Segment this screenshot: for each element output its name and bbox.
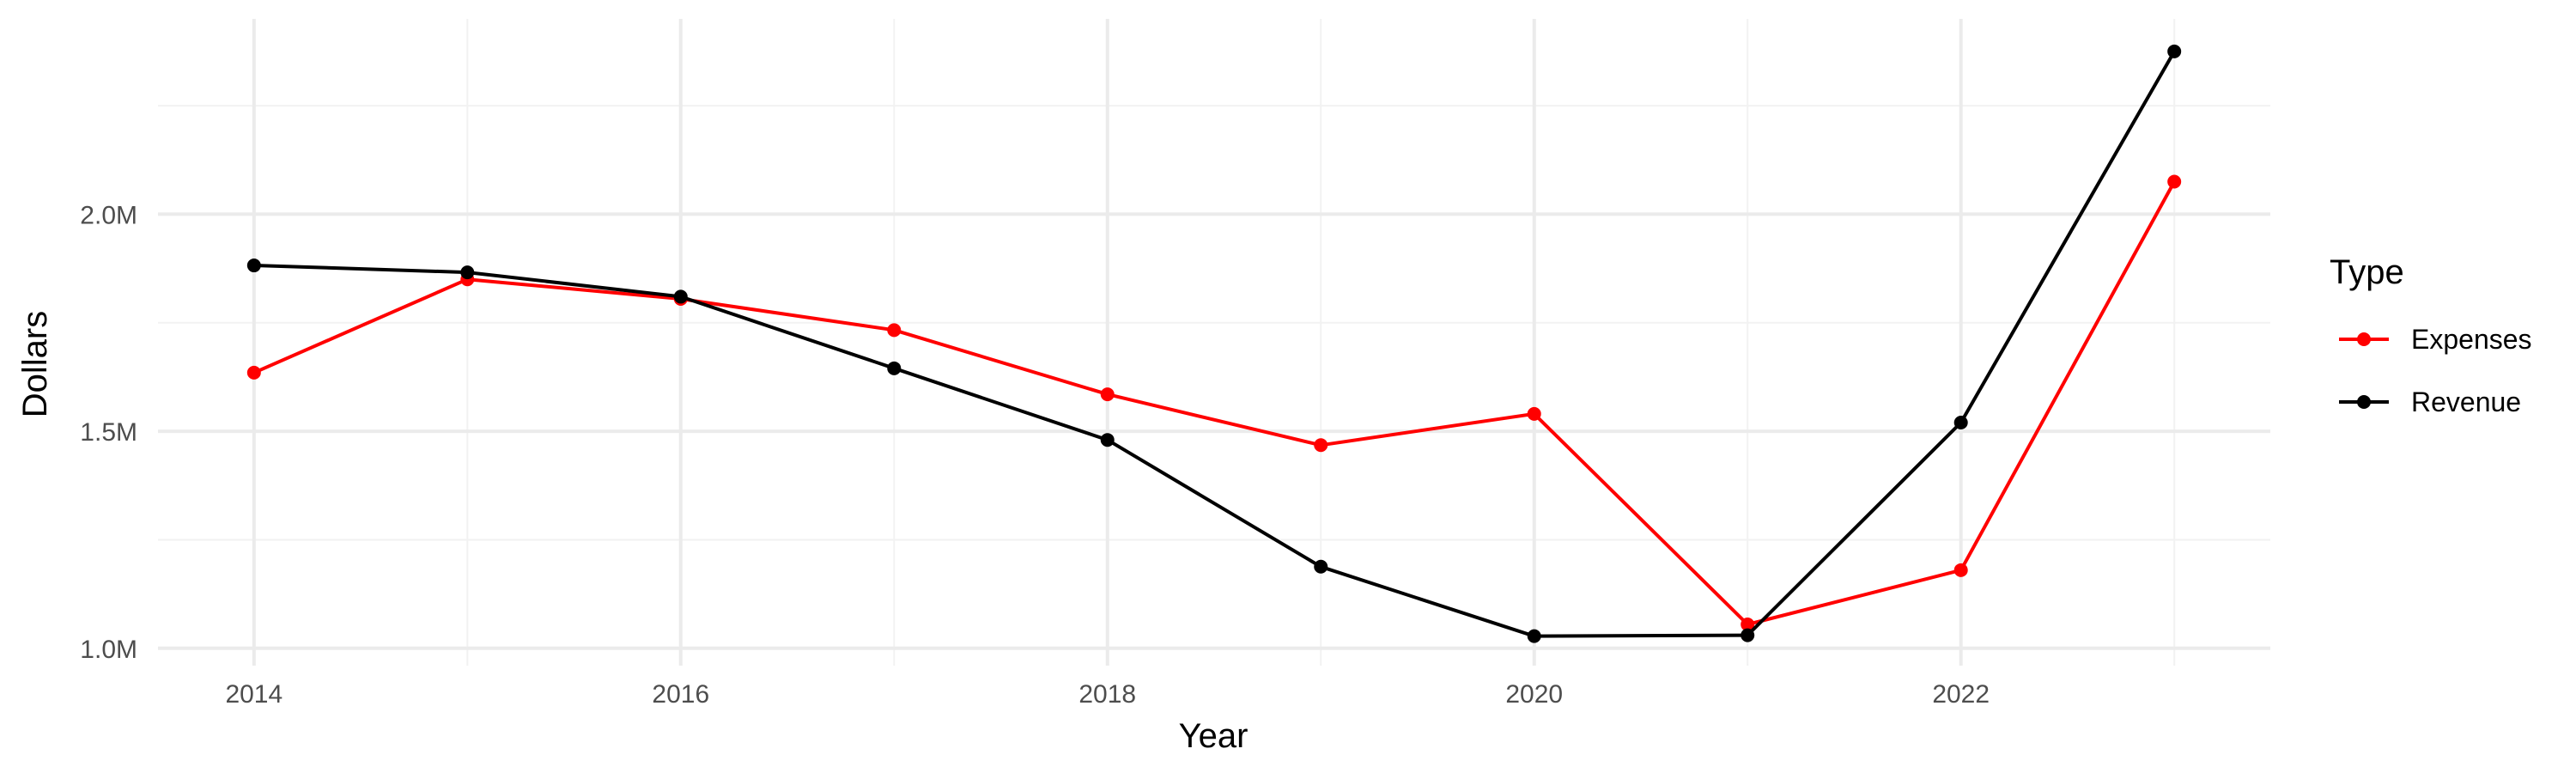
revenue-data-point bbox=[1314, 559, 1328, 574]
legend-label: Expenses bbox=[2411, 324, 2532, 355]
expenses-data-point bbox=[1953, 563, 1968, 577]
revenue-series-line bbox=[253, 50, 2176, 638]
x-axis-title: Year bbox=[1179, 717, 1249, 755]
expenses-data-point bbox=[887, 323, 902, 338]
revenue-data-point bbox=[673, 289, 688, 304]
y-tick-label: 2.0M bbox=[80, 201, 137, 229]
x-tick-label: 2014 bbox=[225, 680, 283, 709]
series-expenses bbox=[246, 174, 2182, 631]
x-tick-label: 2022 bbox=[1932, 680, 1990, 709]
legend-title: Type bbox=[2330, 253, 2404, 291]
legend-item-revenue: Revenue bbox=[2339, 386, 2521, 417]
revenue-data-point bbox=[1953, 415, 1968, 429]
legend-item-expenses: Expenses bbox=[2339, 324, 2532, 355]
series-layer bbox=[246, 44, 2182, 643]
revenue-data-point bbox=[887, 361, 902, 375]
x-tick-label: 2016 bbox=[652, 680, 709, 709]
legend: Type Expenses Revenue bbox=[2330, 253, 2532, 417]
revenue-data-point bbox=[246, 259, 261, 273]
revenue-data-point bbox=[1741, 628, 1755, 642]
x-tick-label: 2018 bbox=[1078, 680, 1136, 709]
y-tick-label: 1.5M bbox=[80, 418, 137, 447]
legend-key-point bbox=[2357, 395, 2371, 409]
revenue-data-point bbox=[1527, 629, 1541, 643]
legend-label: Revenue bbox=[2411, 386, 2521, 417]
y-tick-label: 1.0M bbox=[80, 636, 137, 664]
major-gridlines bbox=[158, 19, 2270, 666]
y-axis-title: Dollars bbox=[16, 311, 54, 417]
expenses-data-point bbox=[1527, 406, 1541, 421]
expenses-data-point bbox=[1314, 438, 1328, 453]
expenses-data-point bbox=[1741, 617, 1755, 631]
y-axis-tick-labels: 1.0M 1.5M 2.0M bbox=[80, 201, 137, 663]
revenue-data-point bbox=[1100, 433, 1115, 447]
expenses-data-point bbox=[2167, 174, 2182, 189]
revenue-data-point bbox=[2167, 44, 2182, 58]
expenses-data-point bbox=[1100, 387, 1115, 402]
legend-key-point bbox=[2357, 332, 2371, 346]
x-axis-tick-labels: 2014 2016 2018 2020 2022 bbox=[225, 680, 1990, 709]
x-tick-label: 2020 bbox=[1505, 680, 1563, 709]
legend-items: Expenses Revenue bbox=[2339, 324, 2532, 417]
expenses-series-line bbox=[252, 180, 2176, 626]
series-revenue bbox=[246, 44, 2182, 643]
revenue-data-point bbox=[460, 265, 475, 280]
minor-gridlines bbox=[158, 19, 2270, 666]
expenses-data-point bbox=[246, 365, 261, 380]
